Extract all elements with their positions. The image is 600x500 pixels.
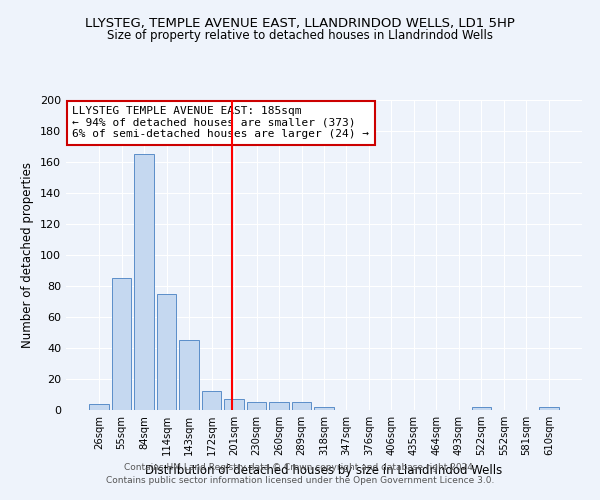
Bar <box>472 407 491 410</box>
Bar <box>112 278 131 410</box>
Text: LLYSTEG, TEMPLE AVENUE EAST, LLANDRINDOD WELLS, LD1 5HP: LLYSTEG, TEMPLE AVENUE EAST, LLANDRINDOD… <box>85 18 515 30</box>
Text: Contains public sector information licensed under the Open Government Licence 3.: Contains public sector information licen… <box>106 476 494 485</box>
Y-axis label: Number of detached properties: Number of detached properties <box>22 162 34 348</box>
Bar <box>314 407 334 410</box>
Bar <box>539 407 559 410</box>
X-axis label: Distribution of detached houses by size in Llandrindod Wells: Distribution of detached houses by size … <box>145 464 503 476</box>
Bar <box>179 340 199 410</box>
Text: Contains HM Land Registry data © Crown copyright and database right 2024.: Contains HM Land Registry data © Crown c… <box>124 464 476 472</box>
Bar <box>134 154 154 410</box>
Text: Size of property relative to detached houses in Llandrindod Wells: Size of property relative to detached ho… <box>107 29 493 42</box>
Bar <box>89 404 109 410</box>
Bar <box>224 399 244 410</box>
Text: LLYSTEG TEMPLE AVENUE EAST: 185sqm
← 94% of detached houses are smaller (373)
6%: LLYSTEG TEMPLE AVENUE EAST: 185sqm ← 94%… <box>72 106 369 140</box>
Bar <box>202 392 221 410</box>
Bar <box>247 402 266 410</box>
Bar <box>292 402 311 410</box>
Bar <box>157 294 176 410</box>
Bar <box>269 402 289 410</box>
